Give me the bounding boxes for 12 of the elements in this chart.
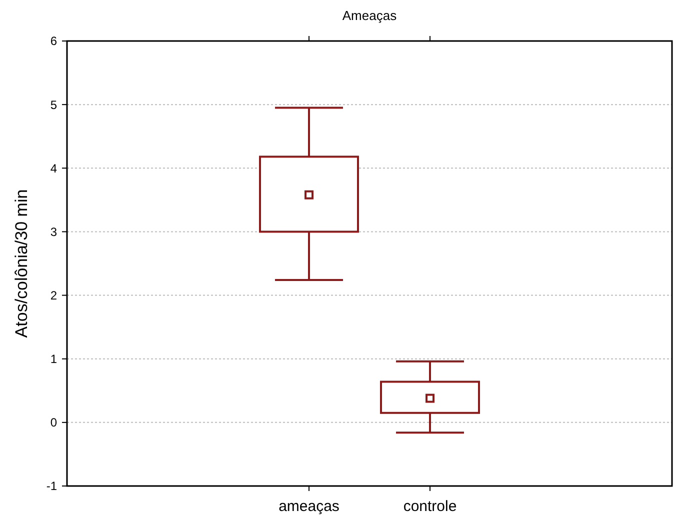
y-tick-label: 4 xyxy=(50,161,58,176)
y-tick-label: 0 xyxy=(50,416,58,430)
y-tick-label: 5 xyxy=(50,98,58,112)
y-tick-label: 6 xyxy=(50,34,58,48)
x-tick-label: controle xyxy=(403,498,457,515)
y-tick-label: -1 xyxy=(46,479,58,494)
x-tick-label: ameaças xyxy=(278,498,340,515)
y-tick-label: 1 xyxy=(50,352,58,366)
y-axis-title: Atos/colônia/30 min xyxy=(12,189,31,338)
y-tick-label: 3 xyxy=(50,224,58,239)
chart-title: Ameaças xyxy=(342,8,398,23)
y-tick-label: 2 xyxy=(50,288,58,302)
